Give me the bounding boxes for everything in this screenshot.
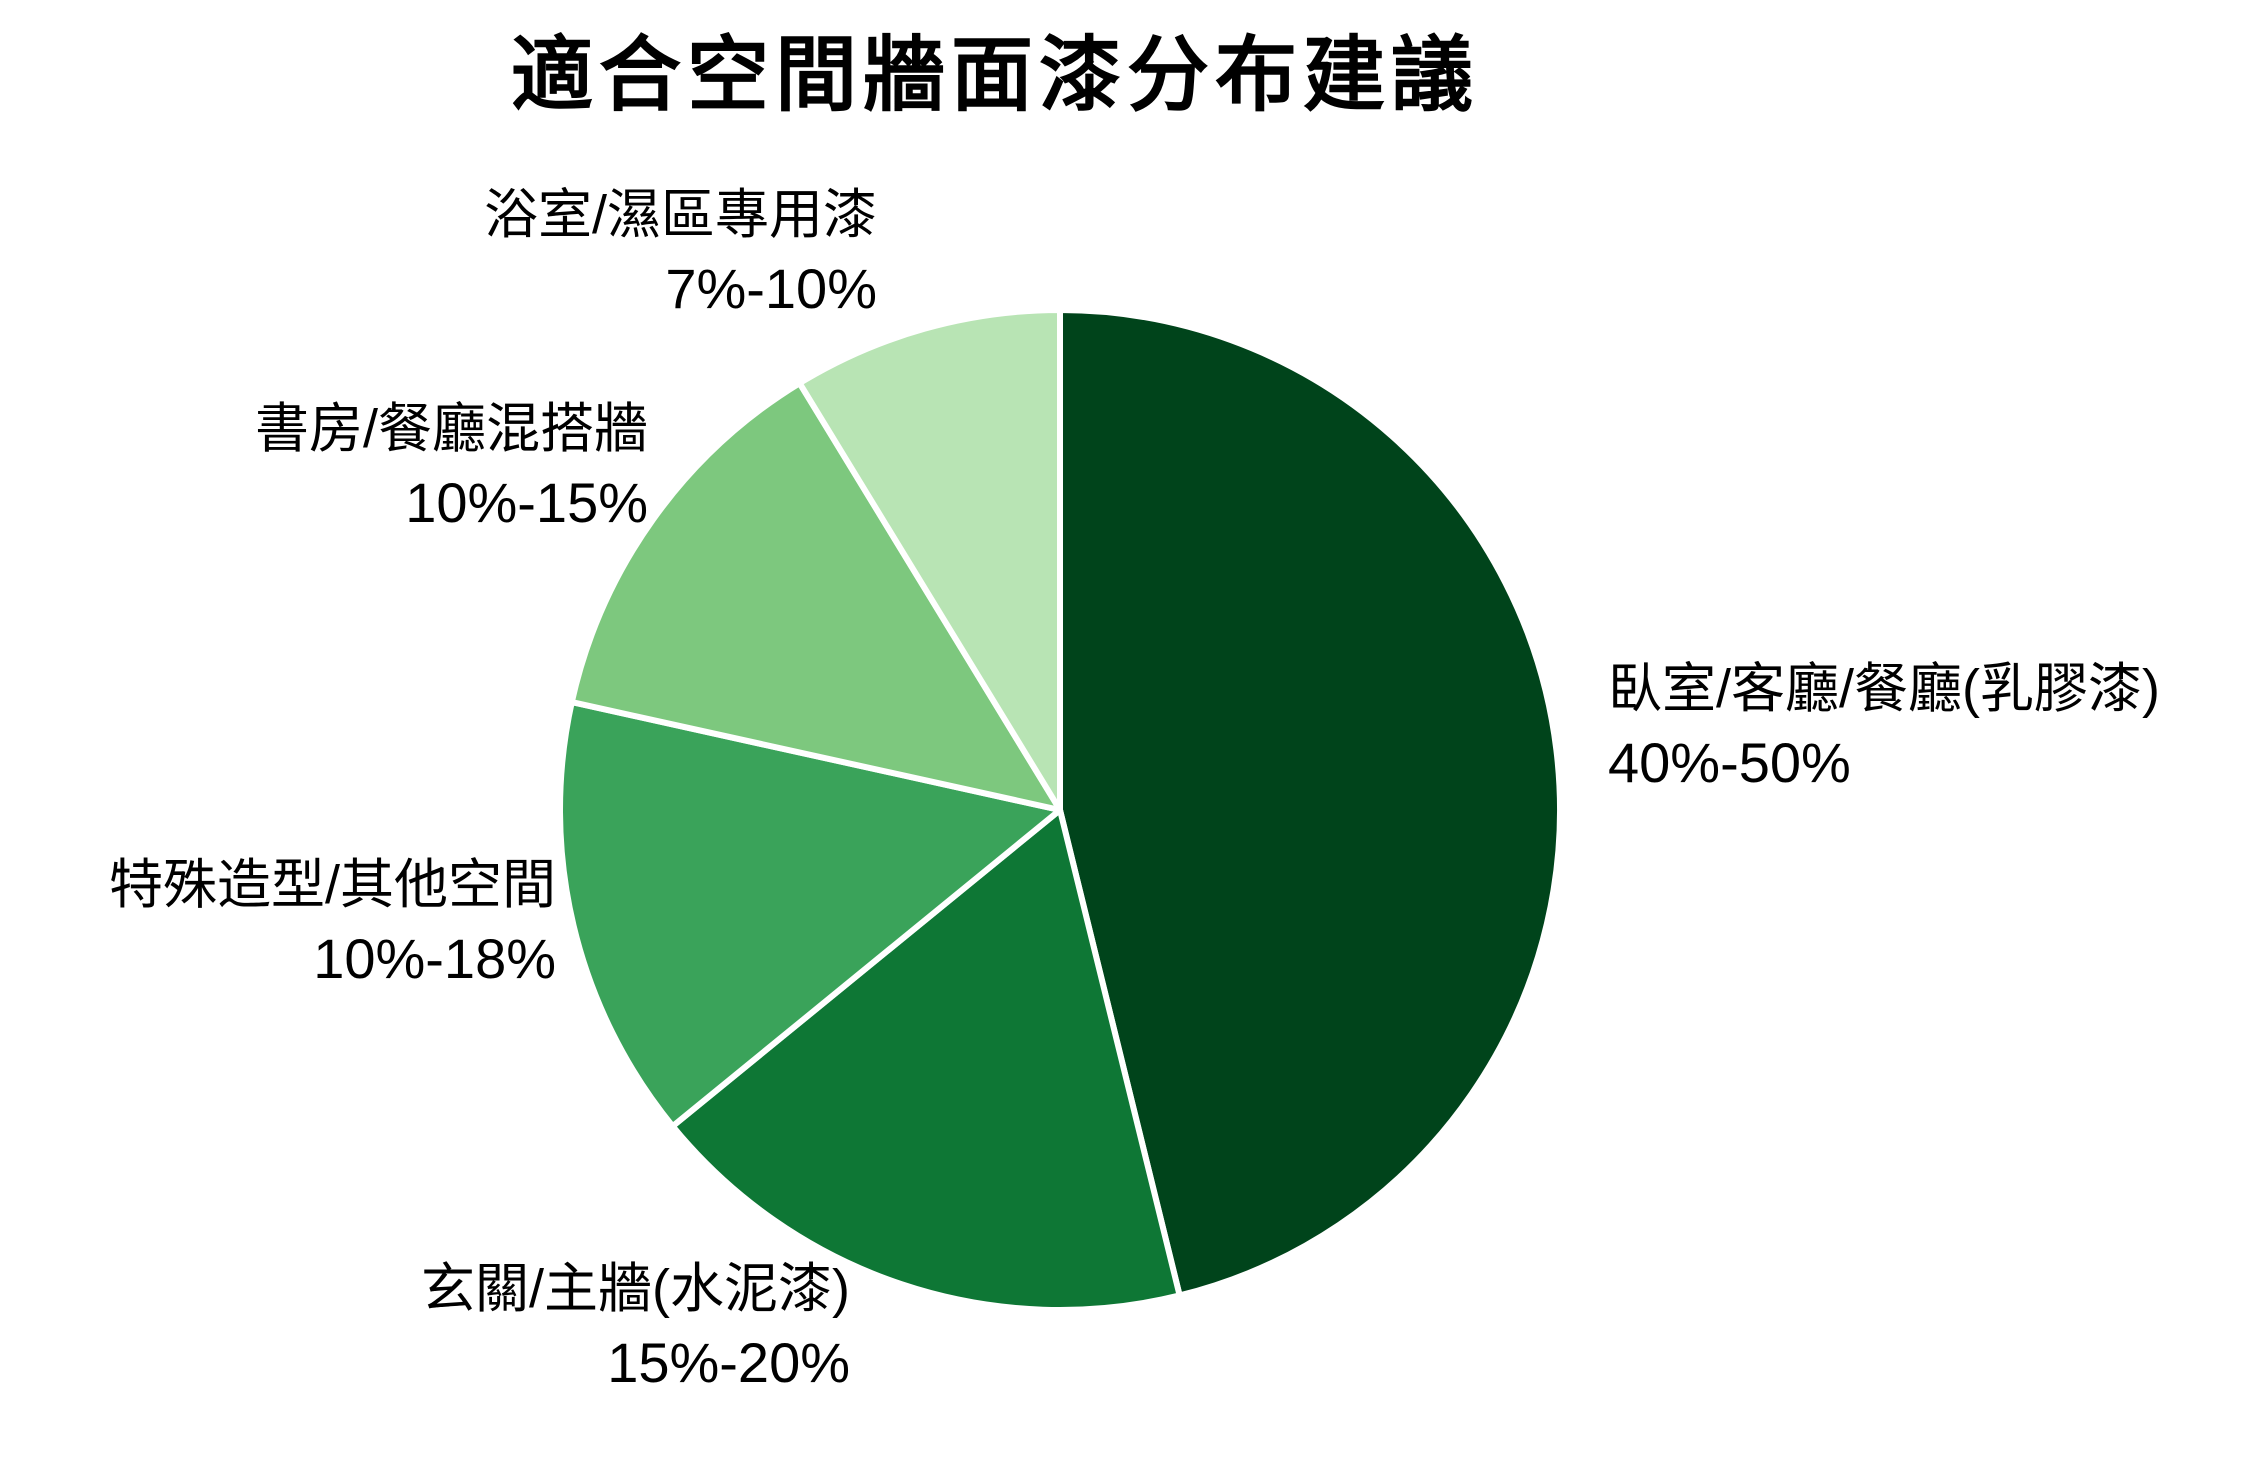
- slice-range-text: 15%-20%: [607, 1331, 850, 1394]
- pie-slice-0: [1057, 307, 1563, 1299]
- slice-range-text: 10%-18%: [313, 927, 556, 990]
- chart-title: 適合空間牆面漆分布建議: [510, 30, 1479, 121]
- slice-range-text: 10%-15%: [405, 471, 648, 534]
- slice-label-text: 特殊造型/其他空間: [108, 855, 556, 915]
- pie-slice-4: [796, 307, 1063, 813]
- slice-range-text: 7%-10%: [665, 257, 877, 320]
- slice-label-bathroom-wet-area: 浴室/濕區專用漆 7%-10%: [300, 178, 877, 326]
- slice-label-text: 玄關/主牆(水泥漆): [421, 1259, 850, 1319]
- slice-label-bedroom-living-dining: 臥室/客廳/餐廳(乳膠漆) 40%-50%: [1608, 652, 2248, 800]
- pie-slice-3: [568, 380, 1063, 813]
- slice-label-text: 臥室/客廳/餐廳(乳膠漆): [1608, 659, 2160, 719]
- slice-label-text: 浴室/濕區專用漆: [483, 185, 877, 245]
- slice-label-entry-main-wall: 玄關/主牆(水泥漆) 15%-20%: [250, 1252, 850, 1400]
- slice-label-text: 書房/餐廳混搭牆: [254, 399, 648, 459]
- slice-label-special-other-space: 特殊造型/其他空間 10%-18%: [0, 848, 556, 996]
- slice-range-text: 40%-50%: [1608, 731, 1851, 794]
- slice-label-study-dining-mix-wall: 書房/餐廳混搭牆 10%-15%: [120, 392, 648, 540]
- pie-slice-2: [557, 699, 1063, 1130]
- pie-slice-1: [669, 807, 1183, 1313]
- pie-slices-group: [557, 307, 1563, 1313]
